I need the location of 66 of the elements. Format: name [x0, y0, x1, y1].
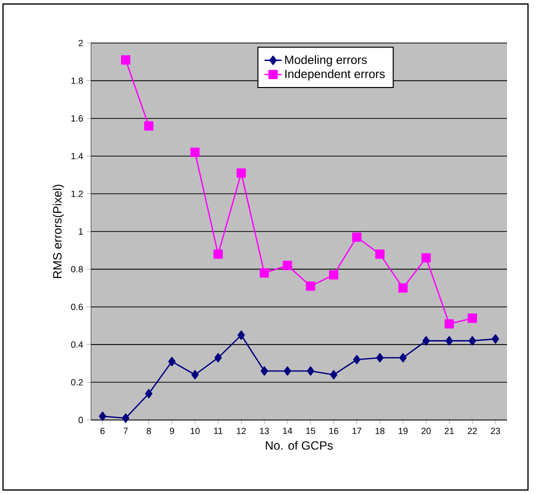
y-tick-label: 2	[78, 40, 83, 46]
point	[260, 268, 269, 278]
x-tick-label: 18	[376, 428, 384, 434]
point	[98, 412, 106, 421]
y-tick-label: 1.2	[71, 190, 83, 197]
x-tick-label: 20	[422, 428, 431, 434]
point	[422, 336, 430, 346]
point	[122, 413, 130, 423]
point	[121, 55, 130, 65]
point	[375, 249, 385, 259]
x-tick-label: 14	[283, 428, 292, 434]
point	[329, 270, 338, 280]
point	[190, 148, 200, 157]
point	[213, 249, 223, 259]
x-tick-label: 12	[236, 428, 246, 434]
point	[284, 366, 292, 376]
legend-label: Independent errors	[285, 69, 385, 81]
legend-label: Modeling errors	[285, 55, 367, 66]
y-tick-label: 1.8	[71, 78, 83, 84]
point	[444, 319, 454, 328]
x-axis-title: No. of GCPs	[266, 440, 333, 450]
point	[214, 353, 222, 362]
x-tick-label: 8	[146, 428, 151, 434]
x-tick-label: 17	[352, 428, 362, 434]
point	[306, 282, 316, 291]
point	[399, 353, 407, 362]
x-tick-label: 21	[444, 428, 454, 434]
y-tick-label: 1.6	[71, 115, 83, 122]
point	[282, 260, 292, 270]
point	[352, 232, 362, 242]
point	[492, 334, 500, 344]
x-tick-label: 23	[490, 428, 500, 434]
x-tick-label: 15	[306, 428, 316, 434]
y-tick-label: 0.6	[71, 304, 83, 310]
x-tick-label: 11	[214, 428, 222, 434]
point	[376, 353, 384, 362]
x-tick-label: 22	[468, 428, 477, 434]
point	[353, 355, 360, 364]
point	[238, 330, 245, 340]
y-axis-title: RMS errors(Pixel)	[52, 184, 64, 278]
y-tick-label: 1	[78, 228, 83, 235]
y-tick-label: 0.4	[71, 341, 83, 348]
point	[421, 253, 431, 263]
point	[145, 388, 152, 398]
x-tick-label: 7	[124, 428, 128, 434]
y-tick-label: 1.4	[71, 153, 83, 160]
point	[260, 366, 268, 376]
point	[468, 336, 476, 346]
x-tick-label: 9	[170, 428, 174, 434]
x-tick-label: 16	[329, 428, 338, 434]
y-tick-label: 0.8	[71, 266, 83, 272]
point	[306, 366, 314, 376]
x-tick-label: 19	[398, 428, 408, 434]
point	[330, 370, 338, 380]
point	[468, 314, 477, 323]
y-tick-label: 0	[78, 416, 83, 424]
point	[144, 121, 154, 131]
x-tick-label: 10	[190, 428, 200, 434]
point	[236, 168, 246, 178]
point	[168, 356, 176, 366]
y-tick-label: 0.2	[71, 379, 83, 386]
point	[398, 283, 408, 293]
x-tick-label: 13	[260, 428, 269, 434]
x-tick-label: 6	[100, 428, 105, 434]
point	[191, 370, 199, 380]
point	[446, 336, 453, 346]
